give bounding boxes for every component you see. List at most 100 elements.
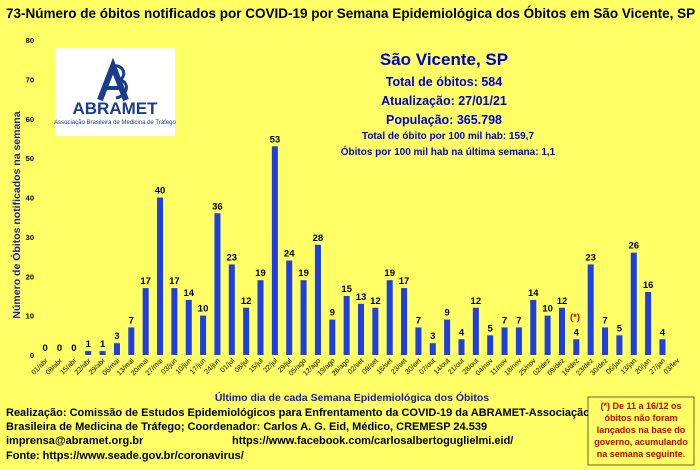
- data-label: 14: [528, 288, 539, 299]
- data-label: 5: [488, 323, 494, 334]
- bar: [616, 335, 623, 355]
- footer-source: Fonte: https://www.seade.gov.br/coronavi…: [6, 450, 244, 462]
- bar: [429, 343, 436, 355]
- abramet-logo-icon: [97, 57, 129, 102]
- data-label: 14: [183, 288, 194, 299]
- bar: [157, 197, 164, 355]
- y-tick-label: 60: [26, 115, 34, 124]
- data-label: 53: [270, 134, 281, 145]
- bar: [415, 327, 422, 355]
- data-label: 1: [86, 339, 92, 350]
- info-city: São Vicente, SP: [380, 50, 508, 69]
- note-line-1: (*) De 11 a 16/12 os: [600, 401, 681, 411]
- bar: [372, 307, 379, 355]
- x-tick-labels: 01/abr08/abr15/abr22/abr29/abr06/mai13/m…: [31, 357, 682, 378]
- bar: [343, 295, 350, 355]
- bar: [314, 244, 321, 355]
- bar: [113, 343, 120, 355]
- x-tick-label: 15/jul: [248, 357, 265, 374]
- data-label: 4: [459, 327, 465, 338]
- data-label: 3: [430, 331, 435, 342]
- footer-line2: Brasileira de Medicina de Tráfego; Coord…: [6, 421, 487, 433]
- info-total: Total de óbitos: 584: [386, 75, 502, 89]
- y-axis: Número de Óbitos notificados na semana 0…: [10, 36, 34, 360]
- bar: [200, 315, 207, 355]
- data-label: 10: [542, 304, 553, 315]
- bar: [573, 339, 580, 355]
- bar: [214, 213, 221, 355]
- bar: [530, 299, 537, 355]
- bars: [85, 146, 666, 355]
- data-label: 7: [502, 315, 507, 326]
- x-tick-label: 03/fev: [663, 357, 682, 376]
- note-line-5: na semana seguinte.: [597, 449, 686, 459]
- bar: [501, 327, 508, 355]
- data-label: 3: [114, 331, 119, 342]
- bar: [286, 260, 293, 355]
- note-marker: (*): [570, 312, 580, 323]
- footer: Realização: Comissão de Estudos Epidemio…: [6, 407, 590, 462]
- data-label: 36: [212, 201, 223, 212]
- logo-name: ABRAMET: [73, 99, 159, 118]
- x-axis-label: Último dia de cada Semana Epidemiológica…: [215, 391, 489, 404]
- x-tick-label: 22/jul: [262, 357, 279, 374]
- bar: [185, 299, 192, 355]
- bar: [515, 327, 522, 355]
- logo-subtitle: Associação Brasileira de Medicina de Trá…: [54, 120, 176, 126]
- y-tick-label: 0: [30, 351, 34, 360]
- bar: [659, 339, 666, 355]
- y-tick-label: 30: [26, 233, 34, 242]
- bar: [444, 319, 451, 355]
- bar: [558, 307, 565, 355]
- y-tick-labels: 0 10 20 30 40 50 60 70 80: [26, 36, 34, 360]
- x-tick-label: 01/jul: [219, 357, 236, 374]
- bar: [487, 335, 494, 355]
- bar: [271, 146, 278, 355]
- data-label: 12: [471, 296, 482, 307]
- data-label: 0: [71, 343, 76, 354]
- bar: [386, 280, 393, 355]
- data-label: 9: [330, 308, 335, 319]
- data-label: 12: [370, 296, 381, 307]
- info-rate: Total de óbito por 100 mil hab: 159,7: [362, 131, 535, 142]
- bar: [602, 327, 609, 355]
- bar: [257, 280, 264, 355]
- data-label: 4: [574, 327, 580, 338]
- bar: [329, 319, 336, 355]
- data-label: 0: [57, 343, 62, 354]
- data-label: 17: [140, 276, 151, 287]
- data-label: 17: [399, 276, 410, 287]
- data-label: 24: [284, 249, 295, 260]
- data-label: 19: [298, 268, 309, 279]
- chart-title: 73-Número de óbitos notificados por COVI…: [6, 6, 695, 21]
- bar: [472, 307, 479, 355]
- data-label: 23: [227, 252, 238, 263]
- y-tick-label: 80: [26, 36, 34, 45]
- data-label: 12: [241, 296, 252, 307]
- data-label: 16: [643, 280, 654, 291]
- bar: [587, 264, 594, 355]
- bar: [128, 327, 135, 355]
- x-tick-label: 24/jun: [203, 357, 222, 376]
- info-update: Atualização: 27/01/21: [381, 94, 507, 108]
- bar: [357, 303, 365, 355]
- y-tick-label: 10: [26, 312, 34, 321]
- info-population: População: 365.798: [386, 113, 502, 127]
- y-tick-label: 70: [26, 75, 34, 84]
- data-label: 40: [155, 186, 166, 197]
- bar: [243, 307, 250, 355]
- bar: [645, 292, 652, 355]
- data-label: 7: [516, 315, 521, 326]
- data-label: 7: [602, 315, 607, 326]
- y-axis-label: Número de Óbitos notificados na semana: [10, 111, 23, 318]
- bar: [630, 252, 637, 355]
- note-line-3: lançados na base do: [597, 425, 686, 435]
- data-label: 26: [628, 241, 639, 252]
- bar: [99, 351, 106, 355]
- bar: [142, 288, 149, 355]
- logo: ABRAMET Associação Brasileira de Medicin…: [54, 48, 177, 136]
- data-label: 5: [617, 323, 623, 334]
- note-box-frame: [587, 396, 695, 466]
